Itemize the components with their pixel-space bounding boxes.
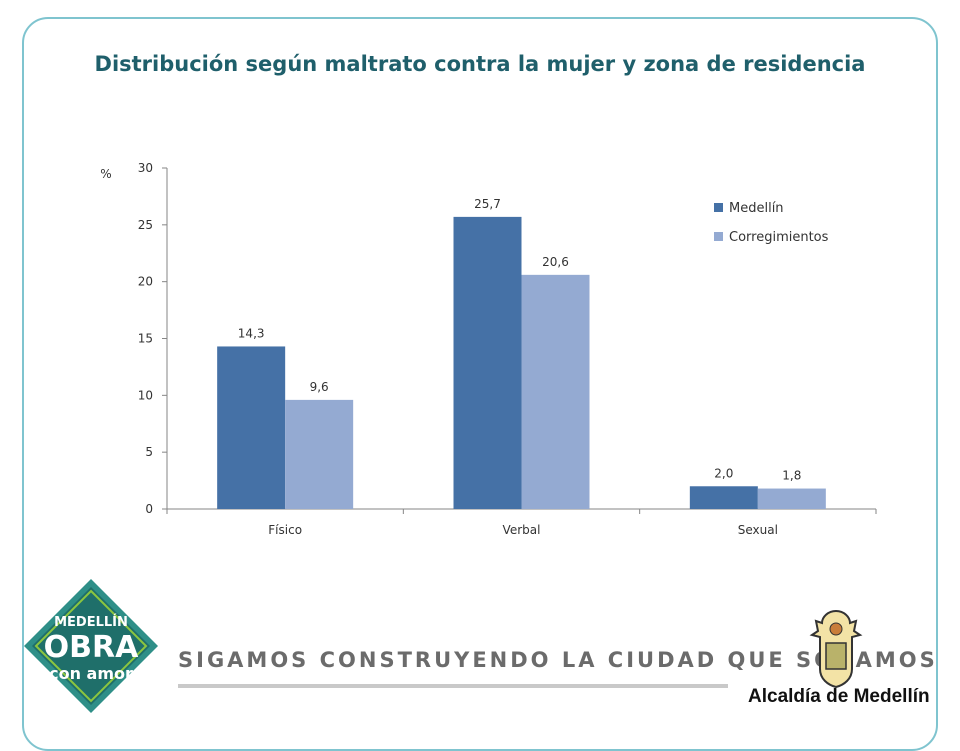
- logo-line-2: OBRA: [43, 630, 139, 665]
- bar: [521, 274, 590, 509]
- y-tick-label: 30: [138, 161, 153, 175]
- y-tick-label: 5: [145, 445, 153, 459]
- y-axis-label: %: [100, 167, 111, 181]
- data-label: 2,0: [714, 466, 733, 480]
- bar: [689, 486, 758, 509]
- page-title: Distribución según maltrato contra la mu…: [94, 52, 866, 76]
- data-label: 1,8: [782, 469, 801, 483]
- y-tick-label: 10: [138, 388, 153, 402]
- data-label: 25,7: [474, 197, 501, 211]
- legend-swatch: [714, 203, 723, 212]
- x-tick-label: Físico: [268, 523, 302, 537]
- legend-label: Corregimientos: [729, 230, 829, 245]
- bar-chart: 0 5 10 15 20 25 30% Físico 14,3 9,6 Verbal 25,7 20,6…: [100, 161, 877, 537]
- data-label: 20,6: [542, 255, 569, 269]
- data-label: 14,3: [238, 326, 265, 340]
- slogan-text: SIGAMOS CONSTRUYENDO LA CIUDAD QUE SOÑAM…: [178, 648, 938, 672]
- alcaldia-de-medellin-label: Alcaldía de Medellín: [748, 686, 930, 707]
- bar: [285, 399, 354, 509]
- data-label: 9,6: [310, 380, 329, 394]
- legend-label: Medellín: [729, 201, 784, 216]
- slogan-underline: [178, 684, 728, 688]
- y-tick-label: 15: [138, 332, 153, 346]
- y-tick-label: 20: [138, 275, 153, 289]
- bar: [757, 488, 826, 509]
- city-coat-of-arms-icon: [809, 609, 863, 689]
- medellin-obra-con-amor-logo: [24, 579, 158, 713]
- logo-line-1: MEDELLÍN: [54, 615, 128, 630]
- legend-swatch: [714, 232, 723, 241]
- x-tick-label: Sexual: [738, 523, 778, 537]
- logo-line-3: con amor: [49, 664, 133, 683]
- y-tick-label: 25: [138, 218, 153, 232]
- bar: [453, 216, 522, 510]
- y-tick-label: 0: [145, 502, 153, 516]
- x-tick-label: Verbal: [503, 523, 541, 537]
- bar: [217, 346, 286, 509]
